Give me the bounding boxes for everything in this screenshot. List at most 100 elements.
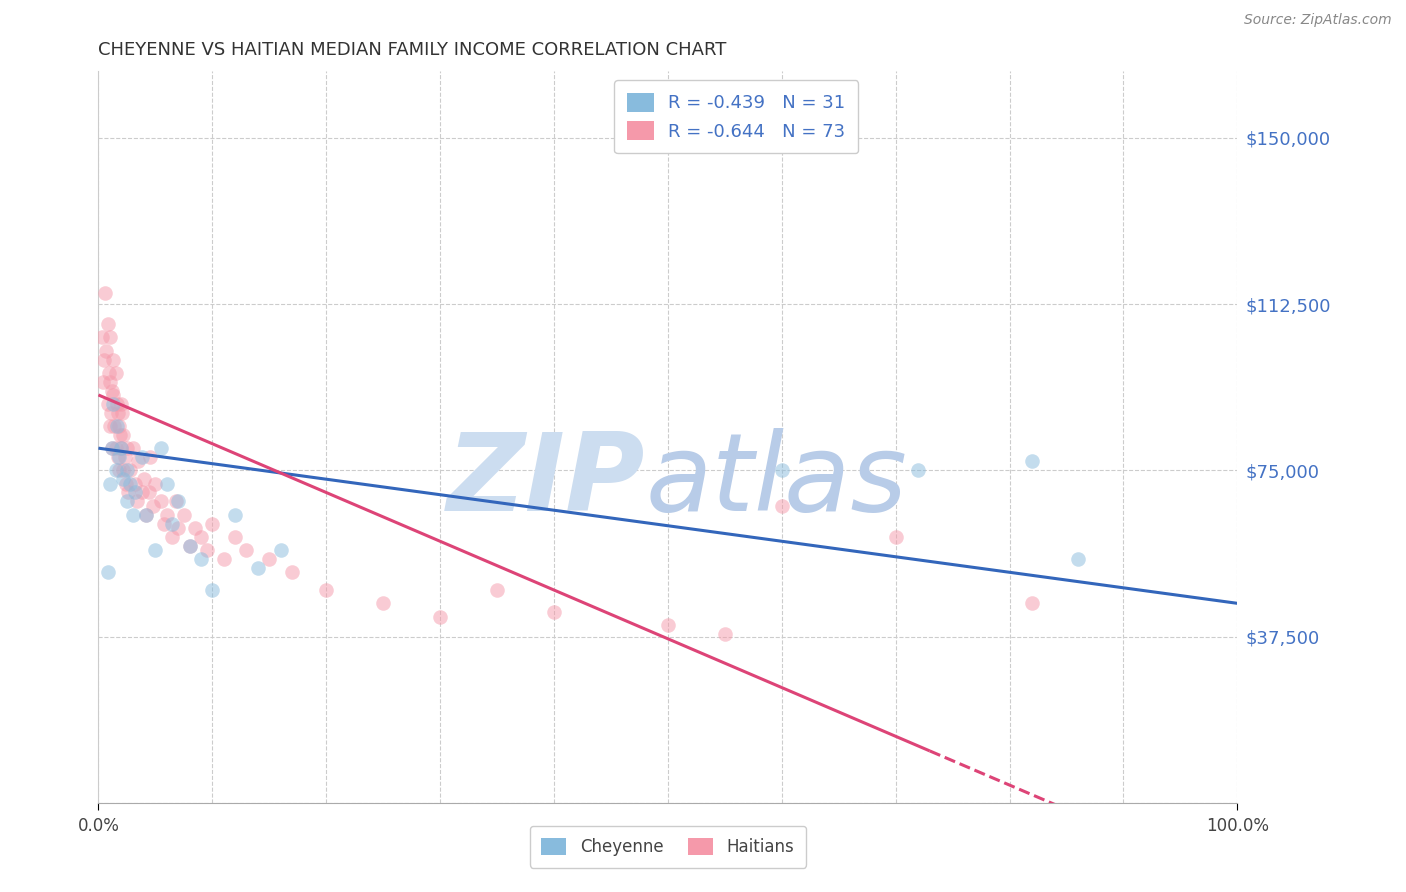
Point [107,450,129,464]
Point [657,618,679,632]
Point [108,419,131,434]
Point [235,543,257,558]
Point [281,566,304,580]
Point [112,472,135,486]
Point [127,494,149,508]
Point [115,494,138,508]
Point [96,566,118,580]
Point [486,582,509,597]
Point [110,441,132,455]
Point [190,552,212,566]
Point [246,561,269,575]
Point [110,397,132,411]
Point [138,450,160,464]
Point [120,463,142,477]
Point [179,539,201,553]
Point [270,543,292,558]
Point [132,472,155,486]
Point [884,530,907,544]
Point [131,485,153,500]
Point [429,609,451,624]
Point [138,485,160,500]
Text: atlas: atlas [645,428,907,533]
Point [96,343,118,358]
Point [770,463,793,477]
Point [156,476,179,491]
Point [121,508,143,522]
Point [111,406,134,420]
Point [114,476,136,491]
Point [96,317,118,331]
Point [98,330,121,344]
Point [97,366,120,380]
Point [115,463,138,477]
Text: Source: ZipAtlas.com: Source: ZipAtlas.com [1244,13,1392,28]
Point [121,441,143,455]
Point [103,388,125,402]
Point [103,419,125,434]
Point [104,441,127,455]
Text: CHEYENNE VS HAITIAN MEDIAN FAMILY INCOME CORRELATION CHART: CHEYENNE VS HAITIAN MEDIAN FAMILY INCOME… [98,41,727,59]
Point [167,521,190,535]
Point [543,605,565,619]
Point [224,530,246,544]
Point [120,476,142,491]
Point [135,508,157,522]
Point [98,419,121,434]
Text: ZIP: ZIP [447,428,645,534]
Point [190,530,212,544]
Point [145,476,167,491]
Point [100,406,122,420]
Point [90,330,112,344]
Point [101,441,124,455]
Point [131,450,153,464]
Point [98,375,121,389]
Point [212,552,235,566]
Point [94,285,117,300]
Point [112,463,135,477]
Point [101,384,124,398]
Point [167,494,190,508]
Point [105,419,128,434]
Point [91,375,114,389]
Point [112,428,135,442]
Point [145,543,167,558]
Point [117,485,139,500]
Point [224,508,246,522]
Point [127,454,149,468]
Point [104,366,127,380]
Point [124,485,146,500]
Point [770,499,793,513]
Point [162,516,184,531]
Point [179,539,201,553]
Point [184,521,207,535]
Point [114,450,136,464]
Point [315,582,337,597]
Point [108,463,131,477]
Point [156,508,179,522]
Point [714,627,737,641]
Point [108,428,131,442]
Point [150,441,173,455]
Point [124,476,146,491]
Point [96,397,118,411]
Point [98,476,121,491]
Point [195,543,218,558]
Point [173,508,195,522]
Point [371,596,394,610]
Point [104,463,127,477]
Point [162,530,184,544]
Point [1021,454,1043,468]
Point [1067,552,1090,566]
Point [101,441,124,455]
Point [153,516,176,531]
Point [142,499,165,513]
Point [103,352,125,367]
Point [135,508,157,522]
Point [259,552,281,566]
Point [108,450,131,464]
Point [115,441,138,455]
Point [201,516,224,531]
Point [907,463,929,477]
Point [93,352,115,367]
